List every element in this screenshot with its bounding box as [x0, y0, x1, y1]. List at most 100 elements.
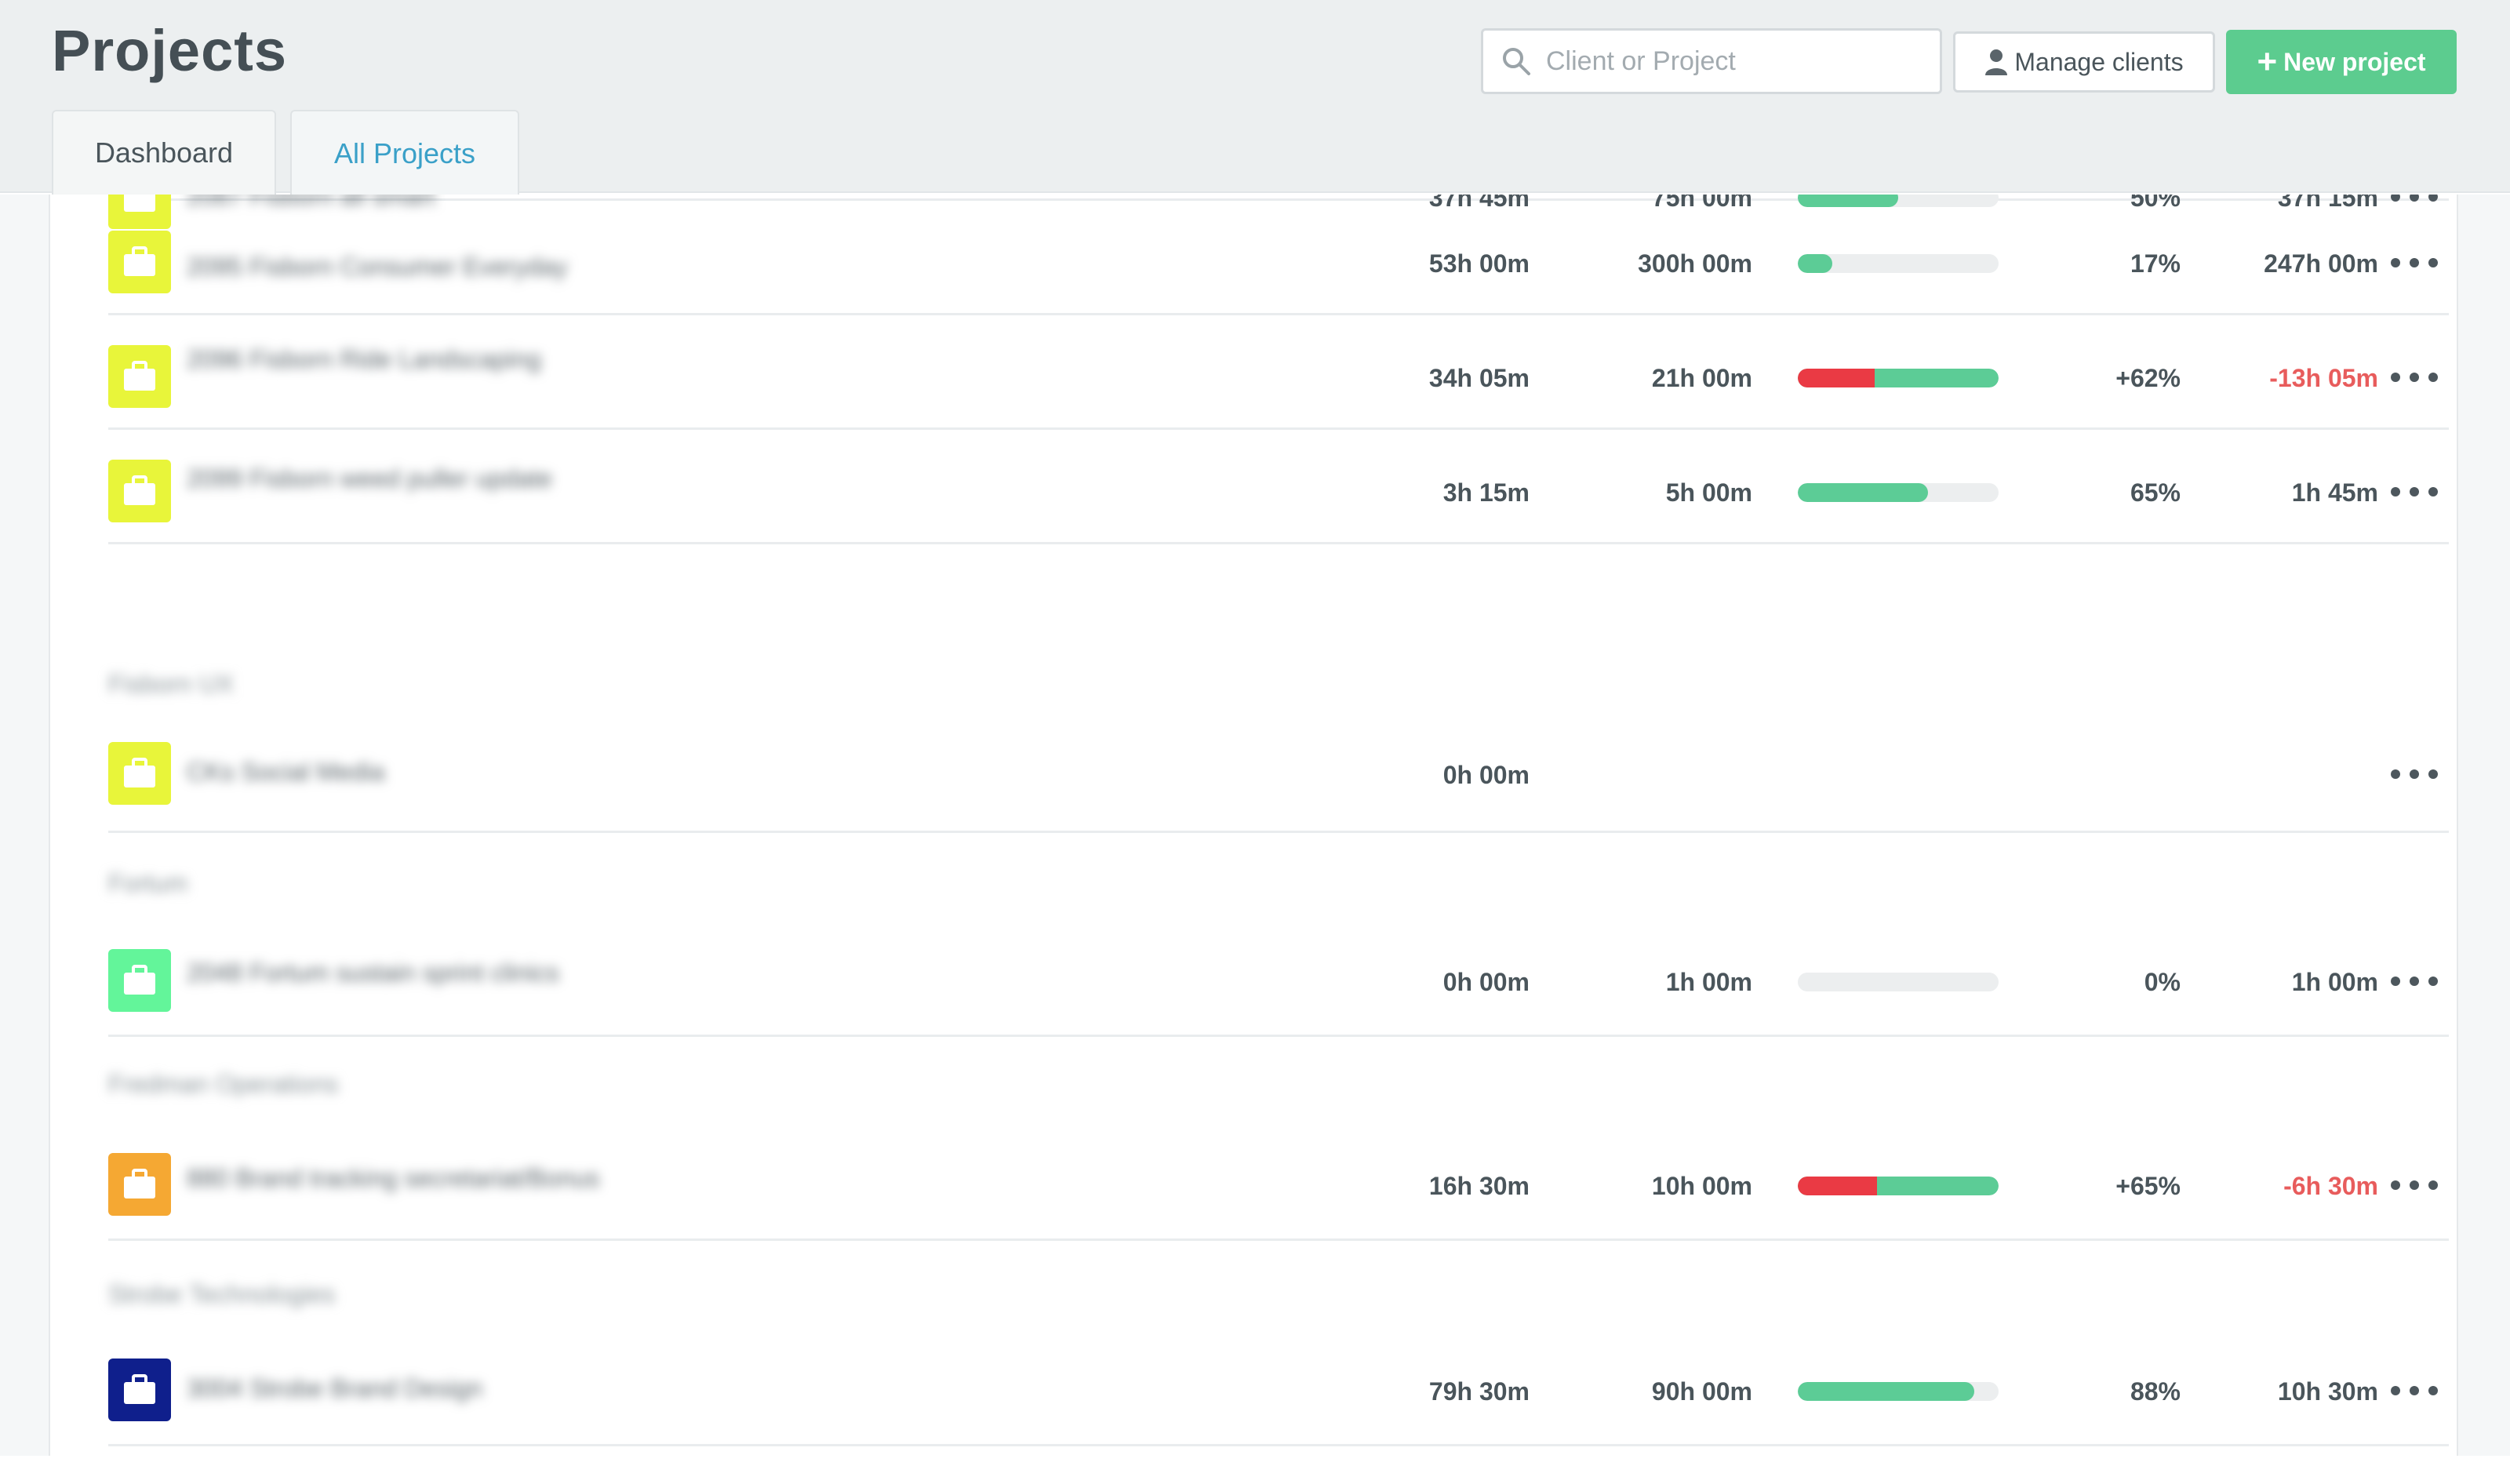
bottom-strip	[0, 1456, 2510, 1484]
tab-all-projects[interactable]: All Projects	[290, 110, 519, 196]
page-title: Projects	[52, 18, 288, 83]
project-name[interactable]: 3004 Strobe Brand Design	[187, 1374, 483, 1402]
project-icon	[108, 460, 171, 522]
time-remaining: 247h 00m	[2264, 249, 2378, 278]
plus-icon: +	[2257, 42, 2278, 81]
progress-bar	[1798, 483, 1999, 502]
progress-percent: +65%	[2115, 1172, 2181, 1200]
time-budget: 75h 00m	[1651, 195, 1752, 212]
tab-dashboard[interactable]: Dashboard	[52, 110, 276, 195]
more-options-icon[interactable]	[2391, 1379, 2438, 1402]
time-budget: 10h 00m	[1651, 1172, 1752, 1200]
project-name[interactable]: 2095 Fisborn Consumer Everyday	[187, 253, 568, 281]
time-remaining: -6h 30m	[2283, 1172, 2378, 1200]
time-remaining: 37h 15m	[2277, 195, 2378, 212]
project-icon	[108, 1153, 171, 1216]
briefcase-icon	[124, 1374, 155, 1404]
manage-clients-button[interactable]: Manage clients	[1953, 31, 2215, 93]
project-name[interactable]: CKs Social Media	[187, 758, 385, 786]
progress-fill	[1798, 1382, 1975, 1401]
time-spent: 37h 45m	[1428, 195, 1530, 212]
project-icon	[108, 949, 171, 1012]
project-icon	[108, 742, 171, 805]
table-row[interactable]: CKs Social Media 0h 00m	[108, 720, 2449, 833]
project-icon	[108, 231, 171, 293]
time-budget: 300h 00m	[1638, 249, 1752, 278]
time-remaining: 10h 30m	[2277, 1377, 2378, 1406]
more-options-icon[interactable]	[2391, 762, 2438, 786]
more-options-icon[interactable]	[2391, 251, 2438, 275]
time-budget: 90h 00m	[1651, 1377, 1752, 1406]
table-row[interactable]: 2095 Fisborn Consumer Everyday 53h 00m 3…	[108, 201, 2449, 315]
time-remaining: 1h 45m	[2291, 478, 2378, 507]
time-spent: 0h 00m	[1442, 968, 1530, 996]
client-name: Fortum	[108, 869, 188, 897]
briefcase-icon	[124, 1169, 155, 1198]
project-name[interactable]: 880 Brand tracking secretariat/Bonus	[187, 1164, 600, 1192]
left-gutter	[0, 195, 50, 1456]
project-name[interactable]: 2096 Fisborn Ride Landscaping	[187, 345, 541, 373]
progress-fill	[1798, 195, 1898, 207]
table-row[interactable]: 2048 Fortum sustain sprint clinics 0h 00…	[108, 919, 2449, 1037]
project-icon	[108, 195, 171, 229]
search-box[interactable]	[1481, 28, 1942, 94]
progress-percent: 50%	[2130, 195, 2181, 212]
more-options-icon[interactable]	[2391, 195, 2438, 209]
time-remaining: 1h 00m	[2291, 968, 2378, 996]
progress-bar	[1798, 1382, 1999, 1401]
progress-fill	[1798, 254, 1832, 273]
project-name[interactable]: 2048 Fortum sustain sprint clinics	[187, 958, 559, 987]
briefcase-icon	[124, 195, 155, 212]
time-budget: 1h 00m	[1665, 968, 1752, 996]
time-spent: 3h 15m	[1442, 478, 1530, 507]
project-icon	[108, 345, 171, 408]
new-project-button[interactable]: + New project	[2226, 30, 2457, 94]
search-input[interactable]	[1546, 45, 1923, 77]
briefcase-icon	[124, 361, 155, 391]
more-options-icon[interactable]	[2391, 366, 2438, 389]
time-spent: 34h 05m	[1428, 364, 1530, 392]
briefcase-icon	[124, 246, 155, 276]
time-remaining: -13h 05m	[2269, 364, 2378, 392]
progress-percent: 65%	[2130, 478, 2181, 507]
more-options-icon[interactable]	[2391, 1173, 2438, 1197]
project-name[interactable]: 2087 Fisborn all smart	[187, 195, 435, 210]
table-row[interactable]: 2096 Fisborn Ride Landscaping 34h 05m 21…	[108, 315, 2449, 430]
time-spent: 0h 00m	[1442, 761, 1530, 789]
time-budget: 21h 00m	[1651, 364, 1752, 392]
more-options-icon[interactable]	[2391, 969, 2438, 993]
project-list[interactable]: 2087 Fisborn all smart 37h 45m 75h 00m 5…	[52, 195, 2457, 1456]
progress-percent: 88%	[2130, 1377, 2181, 1406]
new-project-label: New project	[2283, 47, 2426, 76]
project-name[interactable]: 2099 Fisborn weed puller update	[187, 464, 553, 493]
progress-bar	[1798, 195, 1999, 207]
table-row[interactable]: 3004 Strobe Brand Design 79h 30m 90h 00m…	[108, 1327, 2449, 1446]
briefcase-icon	[124, 758, 155, 787]
briefcase-icon	[124, 475, 155, 505]
progress-bar	[1798, 1177, 1999, 1195]
search-icon	[1503, 48, 1530, 75]
progress-fill-overrun	[1798, 369, 1875, 387]
progress-bar	[1798, 254, 1999, 273]
progress-bar	[1798, 973, 1999, 991]
briefcase-icon	[124, 965, 155, 995]
right-gutter	[2457, 195, 2510, 1456]
client-name: Strobe Technologies	[108, 1280, 336, 1308]
client-name: Fisborn UX	[108, 670, 235, 698]
page-header: Projects Manage clients + New project Da…	[0, 0, 2510, 196]
project-icon	[108, 1359, 171, 1421]
time-spent: 16h 30m	[1428, 1172, 1530, 1200]
manage-clients-label: Manage clients	[2014, 47, 2184, 76]
time-spent: 79h 30m	[1428, 1377, 1530, 1406]
progress-fill-overrun	[1798, 1177, 1877, 1195]
progress-percent: +62%	[2115, 364, 2181, 392]
user-icon	[1985, 49, 2008, 75]
table-row[interactable]: 2087 Fisborn all smart 37h 45m 75h 00m 5…	[108, 195, 2449, 229]
progress-bar	[1798, 369, 1999, 387]
progress-percent: 0%	[2144, 968, 2181, 996]
more-options-icon[interactable]	[2391, 480, 2438, 504]
progress-percent: 17%	[2130, 249, 2181, 278]
table-row[interactable]: 880 Brand tracking secretariat/Bonus 16h…	[108, 1122, 2449, 1241]
time-spent: 53h 00m	[1428, 249, 1530, 278]
table-row[interactable]: 2099 Fisborn weed puller update 3h 15m 5…	[108, 430, 2449, 544]
